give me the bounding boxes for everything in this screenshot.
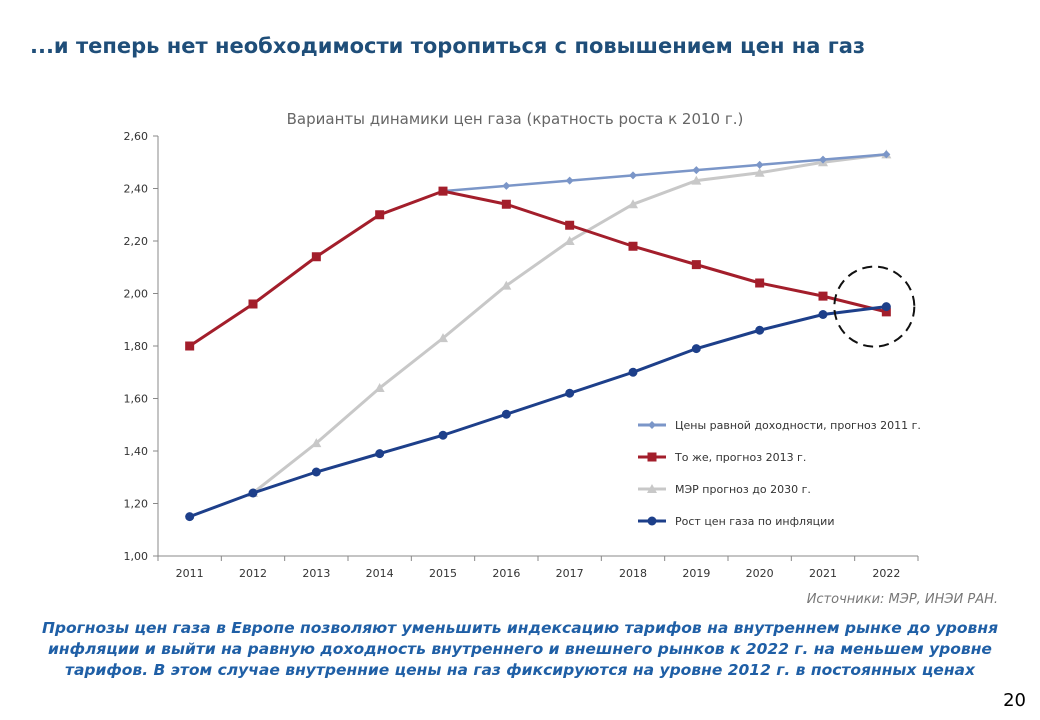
data-point [818,291,828,301]
data-point [248,488,258,498]
data-point [311,252,321,262]
data-point [375,210,385,220]
highlight-circle [833,265,916,348]
data-point [881,307,891,317]
data-point [248,299,258,309]
y-tick-label: 2,60 [124,130,149,143]
data-point [691,260,701,270]
data-point [692,166,701,175]
x-tick-label: 2013 [302,567,330,580]
data-point [691,175,702,185]
data-point [438,333,448,343]
legend-label: Цены равной доходности, прогноз 2011 г. [675,419,921,432]
data-point [374,383,385,392]
legend-marker [647,452,657,462]
data-point [438,186,448,196]
legend-label: Рост цен газа по инфляции [675,515,834,528]
data-point [755,278,765,288]
y-tick-label: 1,40 [124,445,149,458]
page-number: 20 [1003,690,1026,711]
y-tick-label: 1,20 [124,498,149,511]
data-point [565,388,575,398]
legend-marker [647,484,657,493]
chart-title: Варианты динамики цен газа (кратность ро… [286,110,744,128]
legend-marker [648,421,656,429]
data-point [501,199,511,209]
x-tick-label: 2022 [872,567,900,580]
data-point [754,167,765,177]
data-point [691,344,701,354]
x-tick-label: 2012 [239,567,267,580]
data-point [628,241,638,251]
data-point [311,467,321,477]
y-tick-label: 1,00 [124,550,149,563]
data-point [818,310,828,319]
data-point [565,220,575,230]
x-tick-label: 2014 [366,567,394,580]
data-point [502,181,511,190]
y-tick-label: 2,40 [124,183,149,196]
data-point [501,409,511,419]
y-tick-label: 1,80 [124,340,149,353]
data-point [185,512,195,522]
series-line [442,153,887,193]
legend-label: МЭР прогноз до 2030 г. [675,483,811,496]
data-point [819,155,827,164]
data-point [185,341,195,351]
series-line [189,305,887,519]
y-tick-label: 1,60 [124,393,149,406]
data-point [311,438,322,448]
source-note: Источники: МЭР, ИНЭИ РАН. [806,592,998,607]
data-point [755,160,764,169]
data-point [881,302,891,312]
x-tick-label: 2015 [429,567,457,580]
data-point [375,449,385,459]
x-tick-label: 2011 [176,567,204,580]
summary-note: Прогнозы цен газа в Европе позволяют уме… [41,619,999,679]
x-tick-label: 2021 [809,567,837,580]
data-point [628,367,638,377]
x-tick-label: 2017 [556,567,584,580]
data-point [755,325,765,335]
x-tick-label: 2016 [492,567,520,580]
legend-marker [647,516,657,526]
data-point [438,430,448,440]
series-line [188,189,887,348]
x-tick-label: 2020 [746,567,774,580]
slide-title: ...и теперь нет необходимости торопиться… [30,34,866,58]
data-point [628,199,638,209]
data-point [501,280,512,290]
y-tick-label: 2,00 [124,288,149,301]
x-tick-label: 2019 [682,567,710,580]
legend-label: То же, прогноз 2013 г. [674,451,806,464]
x-tick-label: 2018 [619,567,647,580]
data-point [629,171,637,180]
y-tick-label: 2,20 [124,235,149,248]
data-point [564,236,575,245]
data-point [882,150,891,159]
data-point [565,176,574,185]
